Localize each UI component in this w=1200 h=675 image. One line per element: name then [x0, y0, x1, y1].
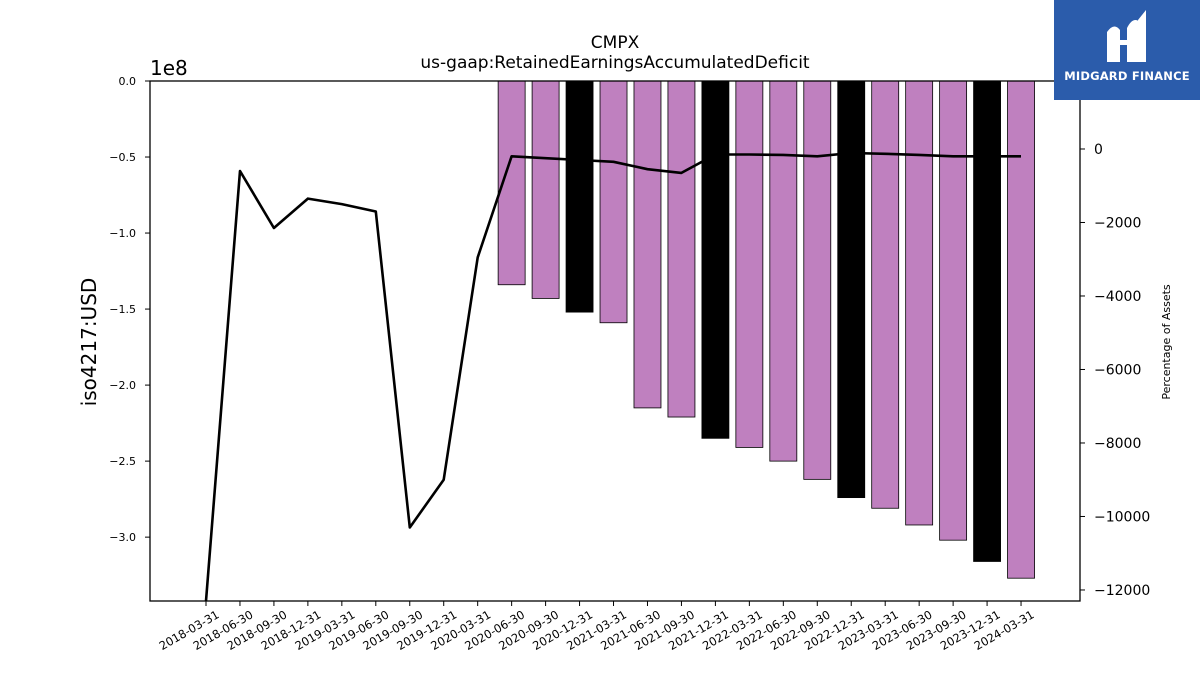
y2-axis-ticks: 0 −2000 −4000 −6000 −8000 −10000 −12000 [1080, 142, 1150, 599]
bar [667, 80, 696, 418]
plot-frame [149, 80, 1081, 602]
midgard-logo-icon [1107, 10, 1146, 63]
y-axis-label: iso4217:USD [77, 278, 101, 407]
bar [735, 80, 764, 448]
y2-tick-label: −6000 [1094, 362, 1141, 378]
y-tick-label: −1.5 [109, 303, 136, 316]
y-tick-label: −1.0 [109, 227, 136, 240]
y-tick-label: −2.0 [109, 379, 136, 392]
bar [905, 80, 934, 526]
y2-tick-label: −10000 [1094, 509, 1150, 525]
logo-text: MIDGARD FINANCE [1064, 69, 1190, 83]
y2-tick-label: −12000 [1094, 583, 1150, 599]
y2-tick-label: −4000 [1094, 289, 1141, 305]
bar [871, 80, 900, 509]
bar [973, 80, 1001, 562]
bar [633, 80, 662, 409]
bar [1007, 80, 1035, 579]
y-tick-label: −0.5 [109, 151, 136, 164]
y-tick-label: 0.0 [119, 75, 137, 88]
bar-series [497, 80, 1035, 579]
y-tick-label: −3.0 [109, 531, 136, 544]
bar [939, 80, 968, 541]
y2-tick-label: −2000 [1094, 215, 1141, 231]
bar [599, 80, 628, 324]
y-offset-label: 1e8 [150, 56, 188, 80]
x-axis-ticks: 2018-03-312018-06-302018-09-302018-12-31… [157, 601, 1037, 653]
line-series [204, 151, 1021, 602]
brand-logo: MIDGARD FINANCE [1054, 0, 1200, 100]
bar [531, 80, 560, 299]
y-tick-label: −2.5 [109, 455, 136, 468]
chart-title: CMPX [590, 33, 640, 53]
bar [769, 80, 798, 462]
y2-axis-label: Percentage of Assets [1160, 284, 1173, 400]
bar [701, 80, 730, 439]
bar [803, 80, 832, 480]
bar [837, 80, 866, 499]
y-axis-ticks: 0.0 −0.5 −1.0 −1.5 −2.0 −2.5 −3.0 [109, 75, 150, 544]
chart-subtitle: us-gaap:RetainedEarningsAccumulatedDefic… [420, 53, 810, 73]
y2-tick-label: −8000 [1094, 436, 1141, 452]
bar [565, 80, 594, 313]
y2-tick-label: 0 [1094, 142, 1103, 158]
line-path [204, 151, 1021, 602]
